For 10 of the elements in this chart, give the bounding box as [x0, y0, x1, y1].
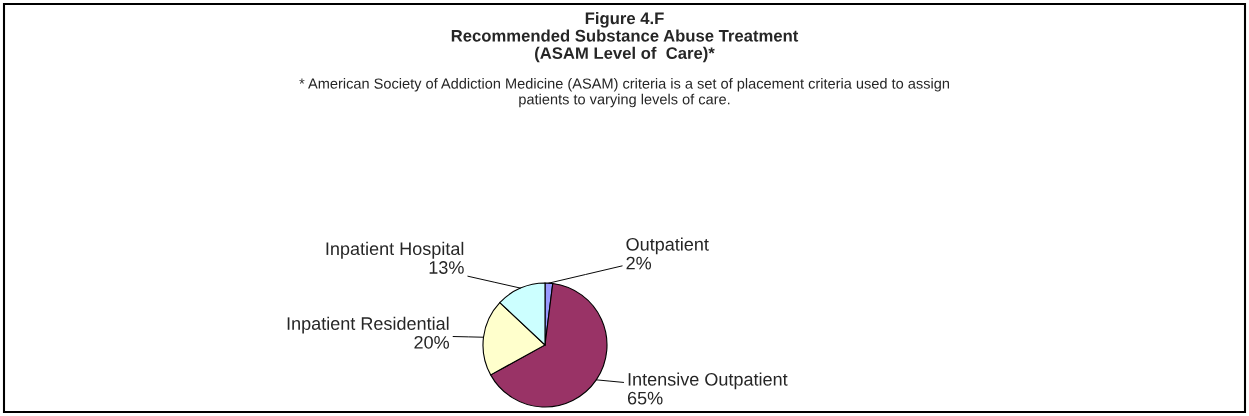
chart-title: Figure 4.F Recommended Substance Abuse Treatment (ASAM Level of Care)*: [451, 12, 799, 63]
slice-label: Intensive Outpatient: [628, 372, 788, 390]
slice-label: Inpatient Residential: [287, 316, 449, 334]
data-label: 13%: [429, 261, 464, 274]
slice-label: Outpatient: [626, 237, 709, 255]
text: * American Society of Addiction Medicine (ASAM) criteria is a set of placement criteria used to assign patients to varying levels of care.: [299, 78, 950, 108]
data-label: 20%: [414, 335, 450, 349]
slice-label: Inpatient Hospital: [326, 241, 464, 259]
data-label: 65%: [627, 391, 663, 405]
data-label: 2%: [626, 256, 652, 270]
